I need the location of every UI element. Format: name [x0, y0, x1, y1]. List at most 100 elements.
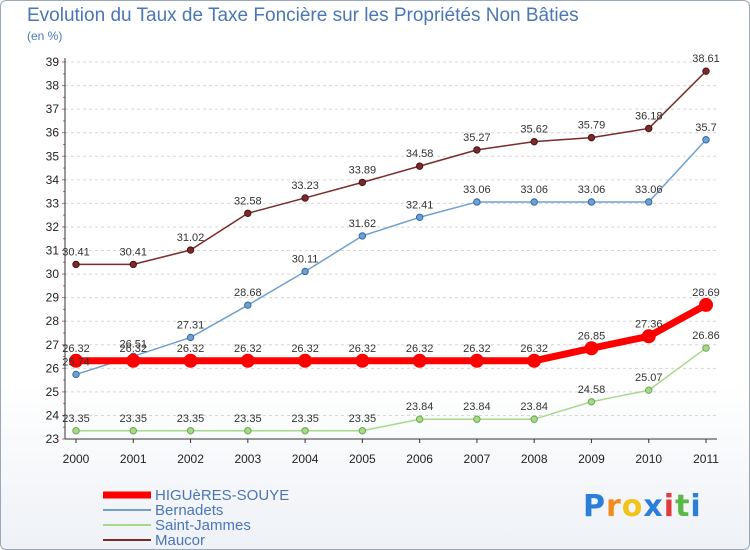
data-point — [587, 398, 596, 406]
data-label: 26.32 — [349, 343, 377, 355]
data-label: 30.41 — [120, 246, 148, 258]
data-point — [702, 67, 710, 75]
data-point — [129, 427, 137, 435]
data-label: 27.31 — [177, 319, 205, 331]
logo-letter: P — [583, 489, 606, 524]
y-tick-label: 29 — [46, 291, 60, 305]
data-point — [584, 341, 599, 356]
data-point — [530, 198, 538, 206]
data-point — [469, 353, 484, 368]
data-point — [645, 386, 653, 394]
data-label: 28.69 — [692, 287, 720, 299]
data-point — [415, 213, 424, 221]
data-point — [415, 415, 424, 423]
data-point — [587, 198, 596, 206]
data-point — [298, 353, 313, 368]
data-point — [183, 353, 198, 368]
data-point — [473, 146, 481, 154]
y-tick-label: 25 — [46, 385, 60, 399]
y-tick-label: 35 — [46, 149, 60, 163]
x-tick-label: 2001 — [120, 452, 147, 466]
data-point — [587, 133, 596, 142]
data-point — [641, 329, 656, 344]
chart-title: Evolution du Taux de Taxe Foncière sur l… — [27, 5, 579, 26]
x-tick-label: 2010 — [635, 452, 662, 466]
series-3 — [72, 67, 710, 269]
data-point — [358, 232, 367, 240]
data-label: 32.58 — [234, 195, 262, 207]
data-label: 35.62 — [520, 124, 548, 136]
y-tick-label: 39 — [46, 55, 60, 69]
y-tick-label: 30 — [46, 267, 60, 281]
legend-label: Saint-Jammes — [155, 517, 251, 534]
x-tick-label: 2009 — [578, 452, 605, 466]
data-label: 23.84 — [463, 401, 491, 413]
proxiti-logo: Proxiti — [583, 489, 702, 524]
legend: HIGUèRES-SOUYEBernadetsSaint-JammesMauco… — [103, 487, 289, 549]
data-label: 26.51 — [120, 338, 148, 350]
logo-letter: x — [643, 489, 664, 524]
y-tick-label: 28 — [46, 314, 60, 328]
data-point — [72, 260, 80, 269]
data-point — [186, 427, 195, 435]
x-tick-label: 2000 — [63, 452, 90, 466]
y-tick-label: 23 — [46, 432, 60, 446]
data-point — [473, 198, 481, 206]
data-point — [301, 194, 309, 202]
series-line — [75, 139, 707, 376]
data-point — [69, 353, 83, 368]
series-line — [75, 70, 707, 266]
data-label: 34.58 — [406, 148, 434, 160]
data-label: 26.32 — [234, 343, 262, 355]
data-point — [244, 209, 252, 217]
data-label: 26.32 — [520, 343, 548, 355]
series-line — [75, 347, 707, 432]
legend-label: Bernadets — [155, 502, 223, 519]
data-point — [358, 178, 367, 187]
data-label: 25.74 — [62, 356, 90, 368]
data-label: 23.35 — [349, 413, 377, 425]
data-label: 26.32 — [463, 343, 491, 355]
data-point — [358, 427, 367, 435]
x-tick-label: 2007 — [464, 452, 491, 466]
data-point — [301, 267, 309, 276]
data-label: 36.18 — [635, 110, 663, 122]
data-label: 27.36 — [635, 318, 663, 330]
data-label: 26.32 — [62, 343, 90, 355]
data-label: 32.41 — [406, 199, 434, 211]
data-label: 26.86 — [692, 330, 720, 342]
data-point — [530, 415, 538, 423]
data-point — [186, 333, 195, 342]
data-point — [702, 136, 710, 144]
data-label: 33.06 — [578, 184, 606, 196]
unit-label: (en %) — [27, 29, 63, 43]
logo-letter: i — [663, 489, 676, 524]
data-point — [530, 137, 538, 146]
data-point — [72, 427, 80, 435]
data-label: 23.84 — [406, 401, 434, 413]
data-point — [702, 344, 710, 352]
y-tick-label: 36 — [46, 126, 60, 140]
data-label: 30.11 — [292, 253, 319, 265]
y-tick-label: 24 — [46, 408, 60, 422]
data-label: 30.41 — [62, 246, 90, 258]
data-label: 24.58 — [578, 384, 606, 396]
data-label: 26.32 — [120, 343, 148, 355]
data-point — [645, 124, 653, 133]
data-label: 23.35 — [234, 413, 262, 425]
data-point — [301, 427, 309, 435]
x-tick-label: 2004 — [292, 452, 319, 466]
data-point — [415, 162, 424, 170]
data-point — [186, 246, 195, 254]
axes: 23 24 25 26 27 28 29 30 31 32 33 34 35 36 37 38 39 2000 20… — [46, 55, 720, 466]
x-tick-label: 2005 — [349, 452, 376, 466]
data-label: 35.79 — [578, 120, 606, 132]
data-label: 23.35 — [291, 413, 319, 425]
data-label: 23.35 — [120, 413, 148, 425]
data-point — [244, 301, 252, 309]
data-point — [126, 353, 141, 368]
data-point — [412, 353, 427, 368]
data-label: 26.32 — [177, 343, 205, 355]
series-2 — [72, 344, 710, 435]
